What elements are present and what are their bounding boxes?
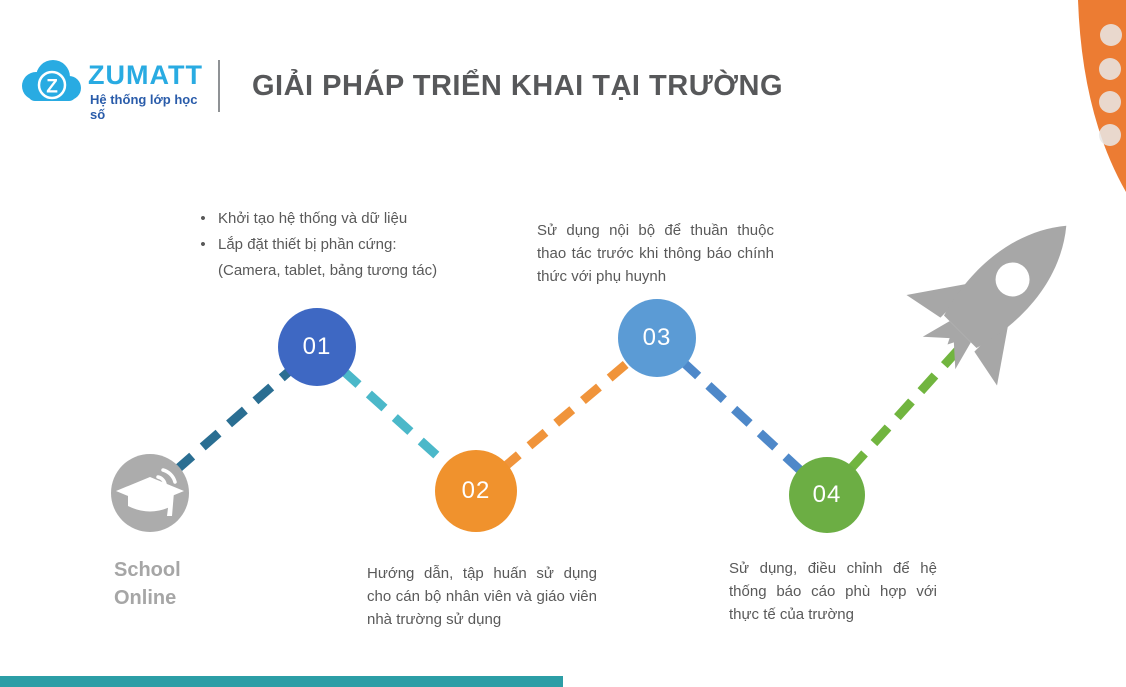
- school-online-label-line2: Online: [114, 587, 177, 609]
- brand-logo: Z ZUMATT Hệ thống lớp học số: [16, 56, 216, 122]
- dot-column-decoration: [1099, 24, 1122, 146]
- school-online-label-line1: School: [114, 559, 181, 581]
- decor-dot: [1099, 91, 1121, 113]
- step2-description: Hướng dẫn, tập huấn sử dụng cho cán bộ n…: [367, 565, 597, 628]
- step2-number: 02: [461, 477, 491, 504]
- decor-dot: [1100, 24, 1122, 46]
- step4-number: 04: [812, 481, 842, 508]
- step1-bullet-text: Lắp đặt thiết bị phần cứng:: [218, 236, 397, 253]
- logo-monogram: Z: [46, 77, 58, 98]
- graduation-cap-wifi-icon: [116, 468, 184, 516]
- header-divider: [218, 60, 220, 112]
- page-title: GIẢI PHÁP TRIỂN KHAI TẠI TRƯỜNG: [252, 70, 784, 102]
- step1-bullet-item: • Khởi tạo hệ thống và dữ liệu: [188, 206, 478, 232]
- rocket-icon: [906, 225, 1067, 386]
- decor-dot: [1099, 58, 1121, 80]
- step1-bullet-subtext: (Camera, tablet, bảng tương tác): [218, 262, 438, 279]
- school-online-node: [111, 454, 189, 532]
- bullet-icon: •: [200, 236, 206, 253]
- step4-circle: [789, 457, 865, 533]
- step1-circle: [278, 308, 356, 386]
- brand-tagline: Hệ thống lớp học số: [90, 92, 198, 122]
- step1-bullet-text: Khởi tạo hệ thống và dữ liệu: [218, 210, 408, 227]
- decor-dot: [1099, 124, 1121, 146]
- step1-number: 01: [302, 333, 332, 360]
- step1-bullet-item: • Lắp đặt thiết bị phần cứng: (Camera, t…: [188, 232, 478, 284]
- step3-circle: [618, 299, 696, 377]
- step3-description: Sử dụng nội bộ để thuần thuộc thao tác t…: [537, 222, 774, 285]
- bullet-icon: •: [200, 210, 206, 227]
- bottom-accent-bar: [0, 676, 563, 687]
- step2-circle: [435, 450, 517, 532]
- cloud-logo-icon: Z: [22, 60, 81, 101]
- school-online-label: School Online: [114, 556, 181, 612]
- step1-description: • Khởi tạo hệ thống và dữ liệu • Lắp đặt…: [188, 206, 478, 284]
- step3-number: 03: [642, 324, 672, 351]
- brand-name: ZUMATT: [88, 60, 203, 90]
- step4-description: Sử dụng, điều chỉnh để hệ thống báo cáo …: [729, 560, 937, 623]
